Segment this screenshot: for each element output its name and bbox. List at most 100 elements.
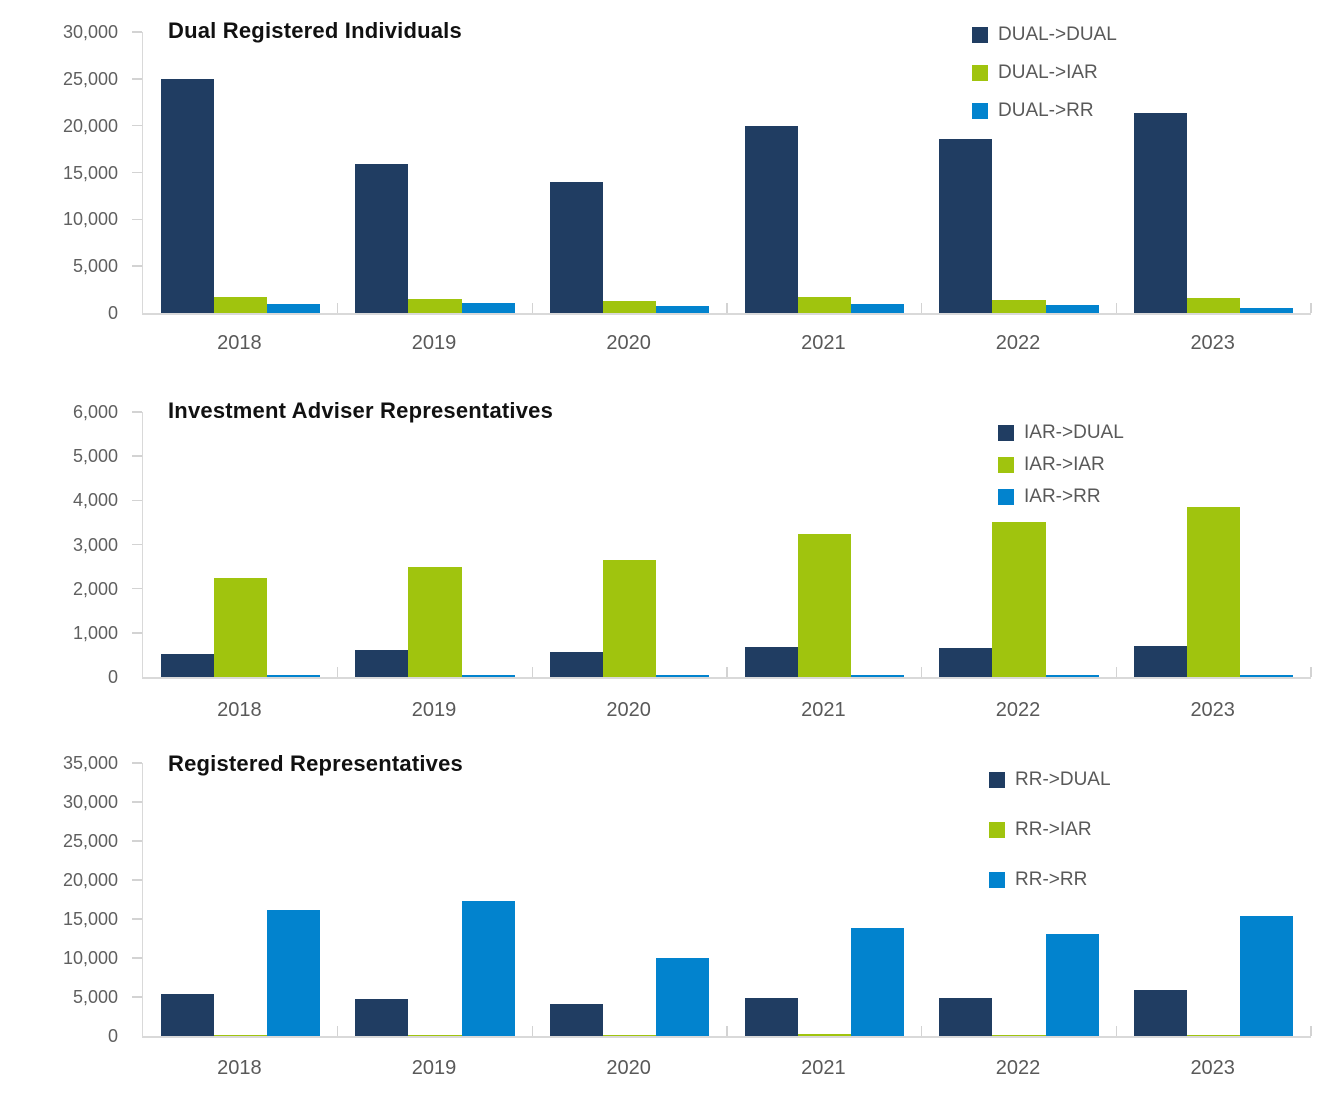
y-tick-label: 3,000 — [72, 534, 118, 555]
x-tick-label: 2023 — [1190, 332, 1235, 354]
y-axis-tick — [132, 918, 142, 920]
legend-swatch-icon — [998, 425, 1014, 441]
legend-label: RR->RR — [1015, 869, 1088, 890]
legend-item: IAR->IAR — [998, 455, 1124, 475]
x-axis-tick — [1310, 667, 1312, 677]
legend: RR->DUAL RR->IAR RR->RR — [989, 770, 1111, 890]
x-tick-label: 2021 — [801, 699, 846, 721]
legend-item: IAR->RR — [998, 487, 1124, 507]
legend-item: RR->DUAL — [989, 770, 1111, 790]
legend-label: RR->DUAL — [1015, 769, 1111, 790]
bar-rr-rr — [461, 900, 515, 1036]
y-tick-label: 15,000 — [62, 162, 118, 183]
bar-rr-dual — [939, 998, 993, 1036]
bar-rr-iar — [1187, 1034, 1241, 1036]
legend-item: DUAL->DUAL — [972, 25, 1117, 45]
x-axis-tick — [726, 1026, 728, 1036]
chart-title: Dual Registered Individuals — [168, 18, 462, 43]
bar-rr-iar — [213, 1034, 267, 1036]
bar-dual-dual — [939, 138, 993, 313]
x-axis-tick — [1310, 1026, 1312, 1036]
bar-dual-rr — [656, 305, 710, 313]
x-axis-tick — [726, 303, 728, 313]
legend-item: RR->RR — [989, 870, 1111, 890]
x-axis-tick — [531, 667, 534, 677]
legend-swatch-icon — [972, 65, 988, 81]
y-axis-tick — [132, 78, 142, 80]
x-tick-label: 2021 — [801, 1057, 846, 1079]
x-tick-label: 2022 — [995, 1057, 1041, 1079]
chart-investment-adviser-representatives: Investment Adviser Representatives 0 1,00… — [0, 398, 1327, 732]
bar-iar-iar — [1187, 506, 1241, 677]
y-axis-tick — [132, 879, 142, 881]
legend-item: DUAL->RR — [972, 101, 1117, 121]
bar-rr-dual — [549, 1004, 604, 1036]
y-tick-label: 4,000 — [72, 490, 118, 511]
legend-swatch-icon — [989, 822, 1005, 838]
bar-dual-rr — [850, 303, 905, 313]
chart-registered-representatives: Registered Representatives 0 5,000 10,000 1… — [0, 751, 1327, 1093]
x-tick-label: 2023 — [1190, 699, 1235, 721]
y-axis-tick — [132, 411, 142, 413]
bar-dual-iar — [992, 299, 1046, 313]
x-axis-labels: 2018 2019 2020 2021 2022 2023 — [142, 697, 1310, 723]
y-axis-tick — [132, 543, 142, 546]
y-axis-tick — [132, 996, 142, 998]
x-axis-tick — [1115, 1026, 1118, 1036]
bar-iar-dual — [744, 646, 798, 677]
y-axis-tick — [132, 632, 142, 634]
y-axis-tick — [132, 31, 142, 33]
bar-iar-rr — [850, 675, 905, 677]
legend: IAR->DUAL IAR->IAR IAR->RR — [998, 423, 1124, 507]
legend-swatch-icon — [989, 872, 1005, 888]
bar-rr-iar — [992, 1034, 1046, 1036]
bar-iar-iar — [797, 534, 851, 677]
x-tick-label: 2020 — [606, 699, 651, 721]
legend-label: DUAL->RR — [998, 100, 1094, 121]
y-tick-label: 5,000 — [72, 446, 118, 467]
x-axis-tick — [1310, 303, 1312, 313]
bar-iar-rr — [461, 675, 515, 677]
x-axis-tick — [1115, 303, 1118, 313]
bar-iar-iar — [992, 521, 1046, 677]
bar-iar-iar — [603, 560, 657, 677]
bar-iar-dual — [1133, 645, 1188, 677]
chart-title: Investment Adviser Representatives — [168, 398, 554, 423]
bar-iar-rr — [1045, 675, 1099, 677]
bar-iar-dual — [549, 651, 604, 677]
y-axis-tick — [132, 124, 142, 127]
y-axis-tick — [132, 957, 142, 959]
legend-item: DUAL->IAR — [972, 63, 1117, 83]
y-axis-labels: 0 5,000 10,000 15,000 20,000 25,000 30,000 — [0, 22, 130, 323]
bar-dual-rr — [461, 302, 515, 313]
bar-iar-rr — [266, 675, 321, 677]
bar-dual-rr — [266, 304, 321, 313]
bar-dual-dual — [744, 126, 798, 313]
bar-iar-rr — [1240, 675, 1294, 677]
y-tick-label: 25,000 — [62, 831, 118, 851]
legend-swatch-icon — [972, 103, 988, 119]
bar-rr-rr — [1240, 915, 1294, 1036]
legend-label: DUAL->IAR — [998, 62, 1098, 83]
legend-label: RR->IAR — [1015, 819, 1092, 840]
y-tick-label: 0 — [107, 303, 118, 323]
y-axis-tick — [132, 587, 142, 590]
bar-rr-iar — [408, 1034, 462, 1036]
x-axis-tick — [920, 1026, 923, 1036]
bar-iar-rr — [656, 675, 710, 677]
bar-dual-dual — [355, 164, 409, 313]
bar-rr-dual — [744, 998, 798, 1036]
x-axis-tick — [1115, 667, 1118, 677]
y-tick-label: 30,000 — [62, 792, 118, 812]
bar-rr-rr — [850, 928, 905, 1036]
bar-dual-iar — [603, 300, 657, 313]
bar-iar-dual — [939, 647, 993, 677]
y-axis-tick — [132, 171, 142, 174]
legend-label: IAR->RR — [1024, 486, 1101, 507]
legend-label: IAR->DUAL — [1024, 422, 1124, 443]
bar-rr-dual — [355, 998, 409, 1036]
x-axis-tick — [726, 667, 728, 677]
y-tick-label: 25,000 — [62, 68, 118, 89]
bar-dual-rr — [1240, 308, 1294, 313]
